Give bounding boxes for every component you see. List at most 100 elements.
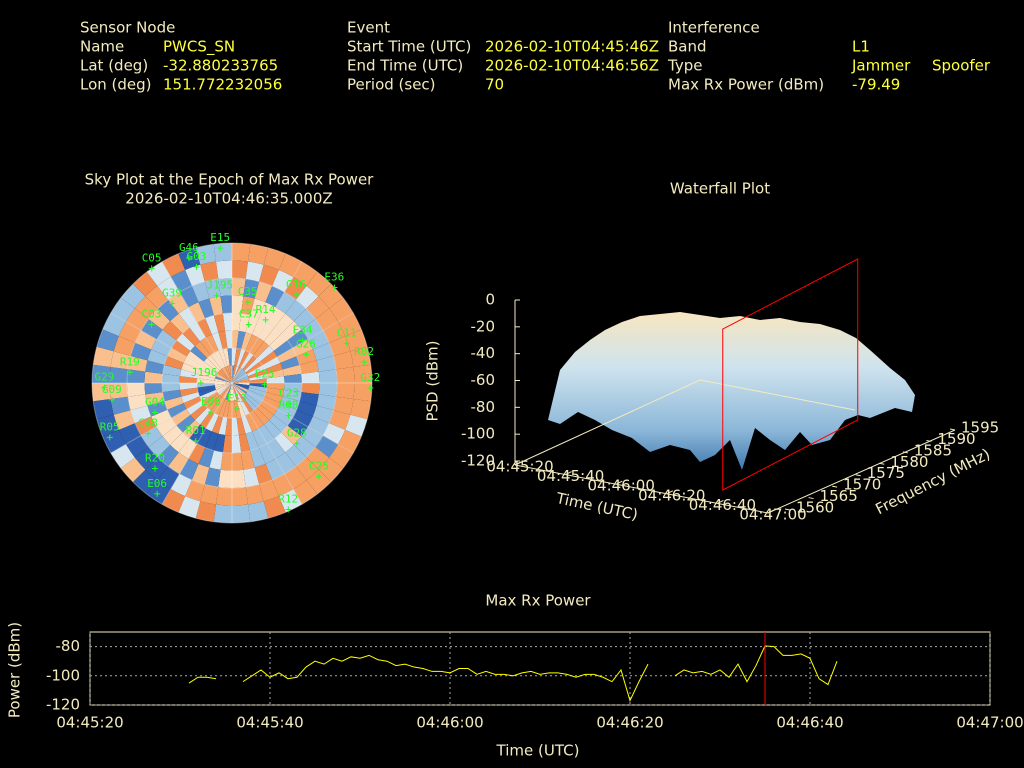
sky-cell — [232, 487, 248, 506]
satellite-label: G03 — [187, 250, 207, 263]
y-tick — [902, 451, 908, 454]
sky-cell — [156, 329, 177, 348]
sky-cell — [164, 396, 184, 410]
sky-cell — [232, 383, 249, 390]
satellite-marker — [285, 506, 292, 513]
sky-cell — [223, 366, 232, 383]
sky-cell — [287, 329, 308, 348]
sky-cell — [232, 260, 248, 279]
sky-cell — [207, 355, 222, 371]
sky-cell — [244, 358, 260, 373]
sky-cell — [227, 365, 232, 383]
satellite-label: C37 — [239, 308, 259, 321]
sky-cell — [222, 313, 232, 331]
sky-cell — [232, 378, 250, 383]
satellite-label: E08 — [201, 395, 221, 408]
sky-cell — [284, 373, 302, 383]
sky-cell — [134, 446, 158, 470]
sky-cell — [214, 398, 226, 416]
sky-cell — [162, 489, 186, 513]
field-label: Lat (deg) — [80, 57, 148, 75]
sky-cell — [258, 424, 275, 444]
y-tick — [808, 497, 814, 500]
sky-cell — [232, 243, 251, 262]
epoch-plane — [722, 258, 859, 491]
x-tick-label: 04:46:40 — [689, 496, 756, 514]
sky-cell — [353, 383, 372, 402]
sky-cell — [118, 321, 142, 343]
field-value: 2026-02-10T04:46:56Z — [485, 57, 659, 75]
sky-cell — [218, 469, 232, 488]
sky-spoke — [161, 261, 233, 384]
sky-cell — [214, 383, 232, 386]
sky-cell — [293, 308, 316, 330]
field-label: End Time (UTC) — [347, 57, 463, 75]
satellite-label: R02 — [354, 345, 374, 358]
sky-cell — [281, 321, 302, 341]
sky-cell — [215, 383, 232, 390]
sky-cell — [247, 244, 269, 265]
sky-cell — [232, 366, 239, 383]
sky-cell — [181, 362, 200, 374]
satellite-label: R12 — [278, 492, 298, 505]
sky-cell — [146, 480, 171, 505]
sky-cell — [315, 435, 339, 458]
sky-cell — [130, 405, 152, 424]
sky-cell — [205, 315, 219, 335]
sky-cell — [232, 383, 241, 400]
sky-cell — [296, 401, 317, 417]
sky-ring — [91, 242, 373, 524]
sky-cell — [263, 420, 282, 439]
x-tick — [717, 499, 724, 504]
satellite-marker — [299, 337, 306, 344]
sky-cell — [134, 330, 157, 350]
z-tick-label: 0 — [485, 291, 495, 309]
sky-cell — [245, 413, 259, 432]
sky-cell — [245, 315, 259, 335]
sky-cell — [214, 378, 232, 383]
satellite-label: E25 — [255, 368, 275, 381]
sky-cell — [232, 504, 251, 523]
sky-cell — [274, 313, 294, 334]
sky-cell — [170, 269, 192, 293]
sky-cell — [189, 424, 206, 444]
sky-cell — [157, 444, 179, 467]
sky-cell — [232, 367, 243, 383]
x-tick-label: 04:45:20 — [56, 714, 123, 732]
sky-cell — [210, 396, 224, 414]
sky-cell — [318, 369, 337, 383]
sky-cell — [127, 394, 148, 411]
sky-cell — [250, 447, 266, 468]
sky-cell — [229, 383, 232, 401]
satellite-marker — [185, 254, 192, 261]
sky-cell — [262, 356, 281, 370]
sky-cell — [238, 433, 251, 453]
sky-cell — [134, 296, 158, 320]
sky-cell — [214, 380, 232, 383]
sky-cell — [194, 341, 211, 359]
sky-cell — [198, 298, 214, 319]
y-tick — [949, 428, 956, 431]
sky-cell — [285, 444, 307, 467]
sky-cell — [272, 269, 294, 293]
sky-cell — [178, 438, 197, 459]
sky-cell — [188, 443, 206, 464]
sky-cell — [213, 433, 226, 453]
sky-cell — [216, 487, 232, 506]
sky-cell — [200, 484, 219, 505]
sky-cell — [183, 356, 202, 370]
sky-cell — [181, 392, 200, 404]
sky-cell — [204, 467, 221, 488]
sky-cell — [259, 480, 279, 502]
sky-cell — [245, 261, 264, 282]
sky-cell — [272, 473, 294, 497]
sky-cell — [232, 383, 250, 386]
sky-cell — [274, 432, 294, 453]
sky-cell — [281, 425, 302, 445]
sky-cell — [102, 429, 126, 453]
y-tick-label: 1580 — [890, 453, 928, 471]
sky-cell — [194, 407, 211, 425]
sky-cell — [148, 436, 171, 458]
sky-cell — [201, 361, 219, 375]
sky-cell — [232, 435, 242, 453]
